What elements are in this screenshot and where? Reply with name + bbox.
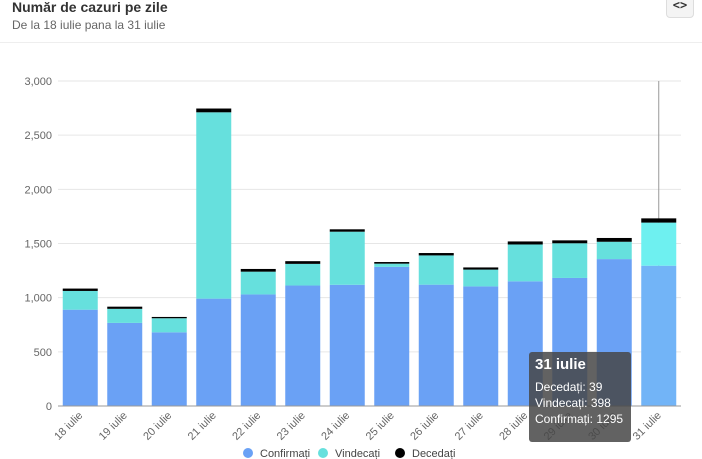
chart-tooltip: 31 iulie Decedați: 39 Vindecați: 398 Con…: [529, 352, 631, 442]
bar-confirmati[interactable]: [374, 266, 410, 406]
bar-vindecati[interactable]: [62, 290, 98, 310]
y-tick-label: 3,000: [24, 76, 52, 88]
bar-vindecati[interactable]: [329, 231, 365, 285]
bar-decedati[interactable]: [507, 241, 543, 245]
x-tick-label: 26 iulie: [408, 410, 441, 443]
bar-confirmati[interactable]: [151, 332, 187, 406]
bar-decedati[interactable]: [418, 253, 454, 256]
bar-decedati[interactable]: [596, 237, 632, 242]
x-tick-label: 24 iulie: [319, 410, 352, 443]
legend-label-vindecati[interactable]: Vindecați: [335, 448, 380, 459]
y-tick-label: 500: [34, 347, 52, 359]
x-tick-label: 19 iulie: [97, 410, 130, 443]
bar-decedati[interactable]: [240, 268, 276, 272]
bar-vindecati[interactable]: [552, 243, 588, 278]
bar-decedati[interactable]: [62, 288, 98, 291]
embed-code-button[interactable]: <>: [666, 0, 694, 18]
y-tick-label: 2,500: [24, 130, 52, 142]
legend-label-decedati[interactable]: Decedați: [412, 448, 455, 459]
bar-confirmati[interactable]: [240, 294, 276, 406]
bar-vindecati[interactable]: [596, 241, 632, 260]
bar-confirmati[interactable]: [62, 309, 98, 406]
bar-vindecati[interactable]: [196, 112, 232, 299]
header-divider: [0, 42, 702, 43]
bar-vindecati[interactable]: [285, 263, 321, 286]
legend-marker-vindecati: [318, 448, 328, 458]
y-tick-label: 1,500: [24, 239, 52, 251]
bar-decedati[interactable]: [552, 240, 588, 244]
page-title: Număr de cazuri pe zile: [12, 0, 168, 15]
bar-vindecati[interactable]: [240, 271, 276, 295]
x-tick-label: 31 iulie: [631, 410, 664, 443]
x-tick-label: 22 iulie: [230, 410, 263, 443]
bar-confirmati[interactable]: [641, 265, 677, 406]
bar-confirmati[interactable]: [418, 284, 454, 406]
legend-label-confirmati[interactable]: Confirmați: [260, 448, 310, 459]
bar-confirmati[interactable]: [196, 298, 232, 406]
bar-decedati[interactable]: [374, 262, 410, 264]
legend-marker-confirmati: [243, 448, 253, 458]
bar-confirmati[interactable]: [285, 285, 321, 406]
page-subtitle: De la 18 iulie pana la 31 iulie: [12, 18, 166, 32]
tooltip-title: 31 iulie: [535, 356, 586, 373]
bar-vindecati[interactable]: [374, 263, 410, 267]
bar-confirmati[interactable]: [329, 284, 365, 406]
x-tick-label: 23 iulie: [275, 410, 308, 443]
bar-vindecati[interactable]: [107, 308, 143, 323]
tooltip-decedati: Decedați: 39: [535, 380, 603, 394]
x-tick-label: 27 iulie: [453, 410, 486, 443]
bar-vindecati[interactable]: [463, 269, 499, 287]
y-tick-label: 0: [46, 401, 52, 413]
x-tick-label: 18 iulie: [52, 410, 85, 443]
legend-marker-decedati: [395, 448, 405, 458]
bar-vindecati[interactable]: [418, 255, 454, 285]
bar-vindecati[interactable]: [507, 244, 543, 282]
bar-decedati[interactable]: [107, 306, 143, 309]
tooltip-confirmati: Confirmați: 1295: [535, 412, 624, 426]
x-tick-label: 25 iulie: [364, 410, 397, 443]
bar-decedati[interactable]: [285, 261, 321, 264]
tooltip-vindecati: Vindecați: 398: [535, 396, 611, 410]
x-tick-label: 20 iulie: [141, 410, 174, 443]
y-tick-label: 1,000: [24, 293, 52, 305]
x-tick-label: 21 iulie: [186, 410, 219, 443]
bar-vindecati[interactable]: [641, 222, 677, 266]
bar-decedati[interactable]: [641, 218, 677, 223]
bar-decedati[interactable]: [463, 267, 499, 270]
bar-decedati[interactable]: [329, 229, 365, 232]
bar-confirmati[interactable]: [107, 322, 143, 406]
x-tick-label: 28 iulie: [497, 410, 530, 443]
bar-decedati[interactable]: [151, 316, 187, 319]
bar-confirmati[interactable]: [463, 286, 499, 406]
bar-decedati[interactable]: [196, 108, 232, 113]
y-tick-label: 2,000: [24, 184, 52, 196]
bar-vindecati[interactable]: [151, 318, 187, 333]
